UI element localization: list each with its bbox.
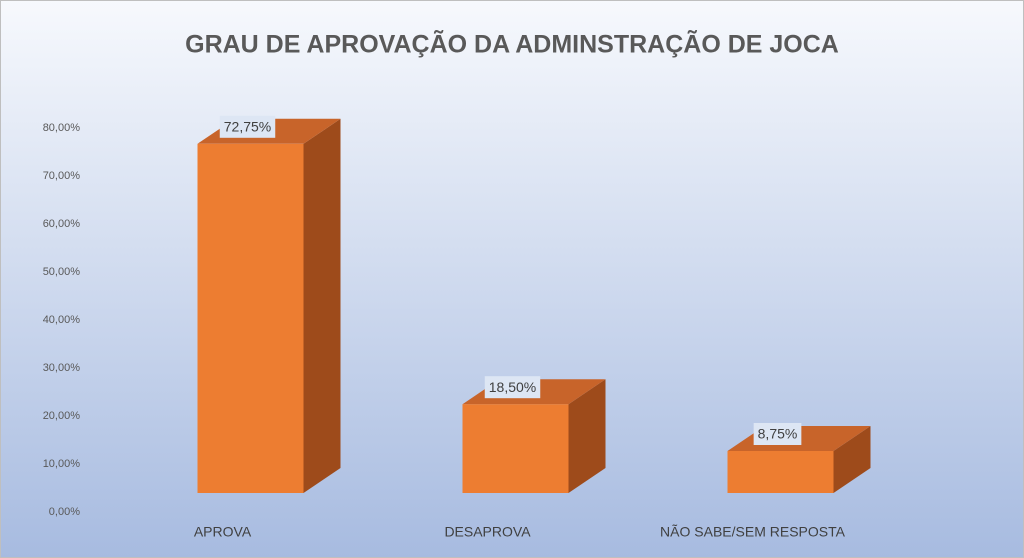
bar-side [568, 379, 606, 493]
bar-side [303, 118, 341, 494]
value-label: 18,50% [489, 379, 536, 395]
y-tick-label: 50,00% [43, 266, 81, 278]
chart-title: GRAU DE APROVAÇÃO DA ADMINSTRAÇÃO DE JOC… [185, 29, 839, 59]
x-tick-label: APROVA [194, 524, 252, 540]
value-label: 8,75% [758, 426, 798, 442]
bar [727, 451, 834, 493]
x-tick-label: NÃO SABE/SEM RESPOSTA [660, 524, 846, 540]
value-label-background [753, 423, 802, 445]
bar-side [833, 426, 871, 493]
y-tick-label: 10,00% [43, 458, 81, 470]
bar [197, 143, 304, 494]
value-label-background [219, 115, 276, 138]
value-label-background [484, 376, 541, 399]
y-tick-label: 80,00% [43, 122, 81, 134]
y-tick-label: 40,00% [43, 314, 81, 326]
value-label: 72,75% [224, 119, 271, 135]
y-tick-label: 60,00% [43, 218, 81, 230]
x-tick-label: DESAPROVA [444, 524, 531, 540]
bar [462, 404, 569, 493]
y-tick-label: 30,00% [43, 362, 81, 374]
y-tick-label: 20,00% [43, 410, 81, 422]
y-tick-label: 0,00% [49, 506, 80, 518]
y-tick-label: 70,00% [43, 170, 81, 182]
